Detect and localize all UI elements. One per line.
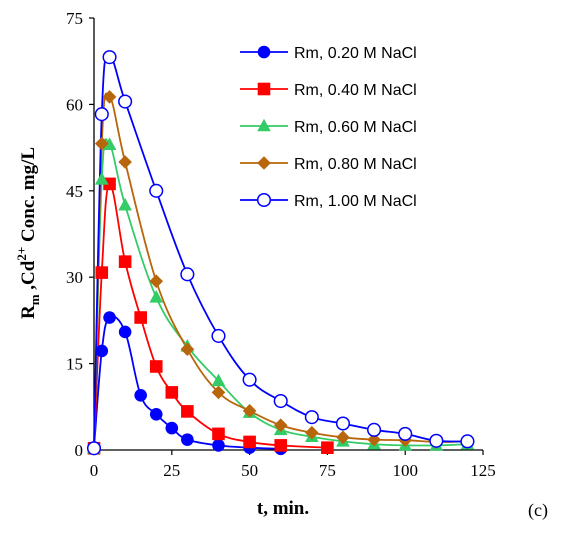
series-2-point (181, 405, 194, 418)
series-3-point (211, 373, 226, 387)
y-tick-label: 45 (66, 182, 83, 201)
series-5-point (180, 267, 195, 282)
series-3-point (149, 290, 164, 303)
series-1-point (149, 407, 163, 421)
series-4-point (211, 385, 226, 400)
series-5-point (94, 107, 109, 122)
x-tick-label: 0 (90, 461, 99, 480)
x-tick-label: 25 (163, 461, 180, 480)
series-4-point (102, 90, 117, 104)
legend-label-2: Rm, 0.40 M NaCl (294, 82, 417, 99)
series-5-point (102, 50, 117, 65)
x-tick-label: 100 (392, 461, 418, 480)
legend-label-5: Rm, 1.00 M NaCl (294, 193, 417, 210)
series-2-point (212, 427, 225, 441)
x-tick-label: 50 (241, 461, 258, 480)
series-4-point (336, 430, 350, 445)
series-4-point (118, 155, 132, 169)
x-axis-title: t, min. (257, 498, 309, 519)
series-3-point (118, 197, 132, 211)
legend-label-1: Rm, 0.20 M NaCl (294, 45, 417, 62)
series-1-point (103, 311, 116, 324)
series-5-point (335, 416, 351, 431)
series-2-point (321, 441, 334, 454)
series-line-5 (93, 56, 468, 449)
y-tick-label: 0 (75, 441, 84, 460)
series-5-point (86, 441, 102, 456)
series-5-point (273, 393, 288, 409)
series-2-point (149, 360, 163, 373)
series-4-point (94, 136, 109, 151)
series-4-point (273, 418, 288, 433)
series-5-point (367, 422, 382, 437)
legend-marker-1 (257, 45, 271, 59)
panel-label: (c) (528, 500, 548, 520)
y-tick-label: 30 (66, 268, 83, 287)
y-tick-label: 75 (66, 9, 83, 28)
series-1-point (165, 421, 179, 435)
series-2-point (274, 439, 288, 452)
series-5-point (149, 183, 164, 198)
series-2-point (134, 311, 147, 324)
x-tick-label: 75 (319, 461, 336, 480)
series-2-point (95, 266, 109, 279)
legend-marker-5 (256, 192, 272, 208)
series-3-point (102, 137, 117, 151)
series-4-point (305, 425, 319, 440)
series-5-point (460, 434, 475, 449)
series-5-point (211, 328, 226, 344)
legend-label-4: Rm, 0.80 M NaCl (294, 156, 417, 173)
series-2-point (243, 435, 256, 449)
series-4-point (149, 274, 164, 289)
x-tick-label: 125 (470, 461, 496, 480)
y-tick-label: 15 (66, 355, 83, 374)
series-1-point (118, 325, 132, 339)
series-4-point (242, 404, 257, 418)
legend-marker-3 (257, 118, 271, 132)
series-5-point (304, 410, 319, 425)
series-1-point (212, 439, 225, 452)
series-2-point (165, 386, 179, 399)
y-tick-label: 60 (66, 95, 83, 114)
legend-marker-2 (257, 82, 271, 96)
series-5-point (398, 426, 413, 441)
legend-label-3: Rm, 0.60 M NaCl (294, 119, 417, 136)
series-1-point (95, 344, 109, 358)
series-1-point (181, 433, 194, 446)
series-5-point (429, 433, 444, 448)
legend-marker-4 (257, 156, 271, 170)
series-5-point (118, 94, 133, 109)
series-4-point (367, 432, 381, 447)
series-3-point (94, 171, 109, 185)
series-5-point (242, 372, 257, 387)
series-2-point (118, 255, 132, 268)
series-line-3 (93, 138, 468, 449)
series-1-point (134, 388, 147, 402)
y-axis-title: Rm ,Cd2+ Conc. mg/L (14, 147, 42, 319)
series-4-point (180, 342, 195, 356)
